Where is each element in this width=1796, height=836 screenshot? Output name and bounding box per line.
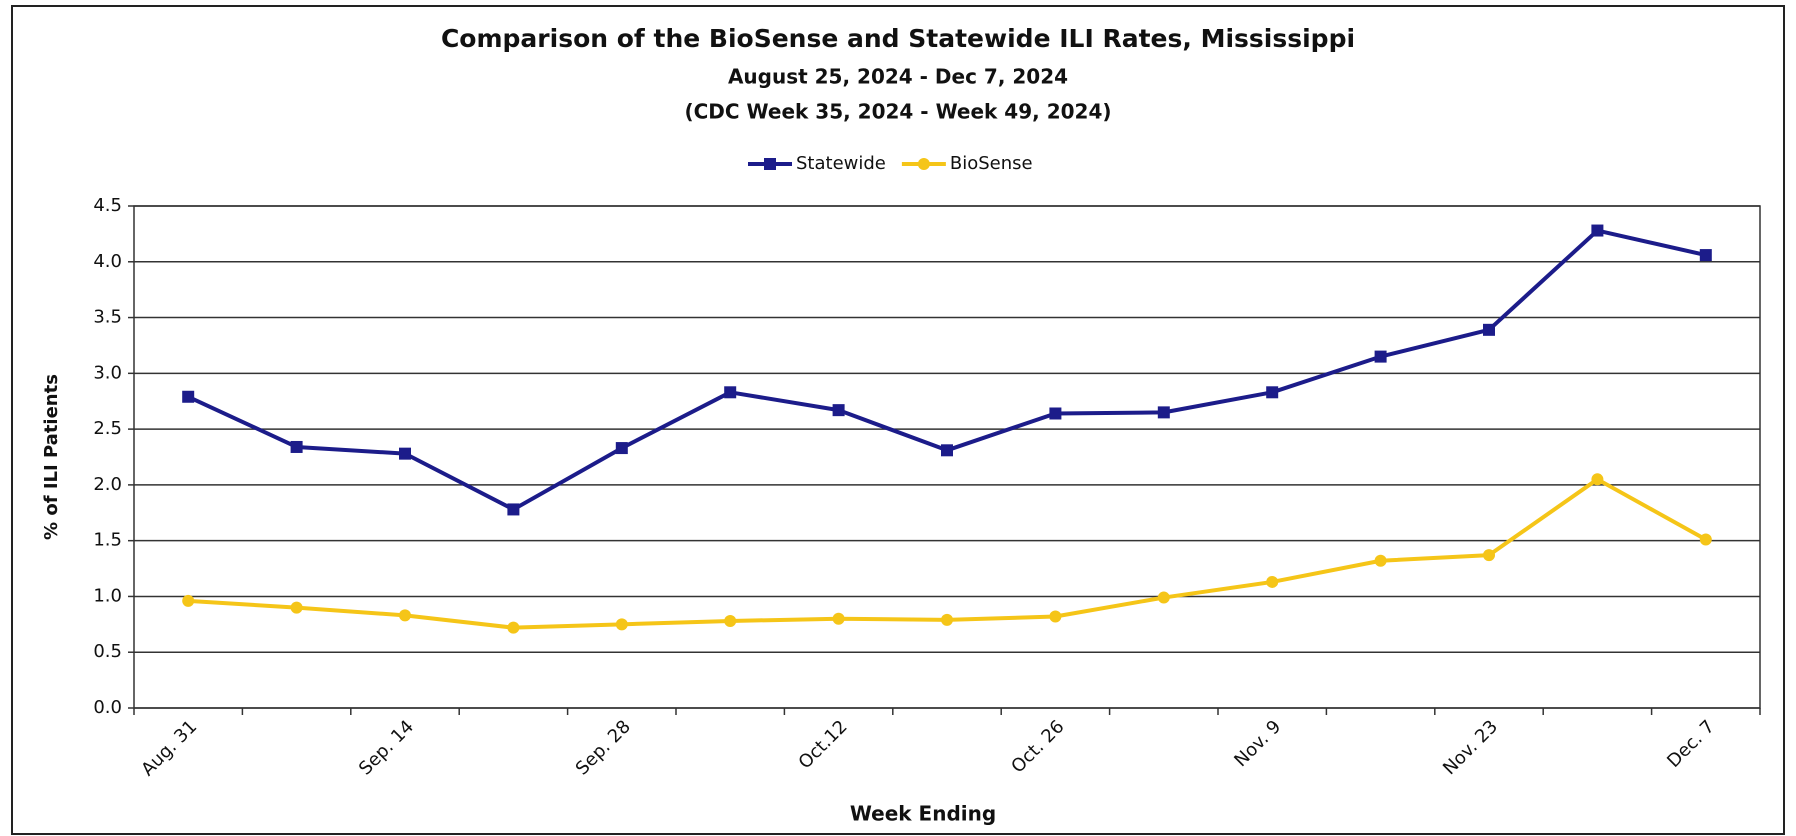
data-point xyxy=(507,503,520,516)
data-point xyxy=(615,618,628,631)
y-axis-label: % of ILI Patients xyxy=(41,374,62,540)
x-axis-label: Week Ending xyxy=(850,802,996,826)
y-tick-label: 1.0 xyxy=(93,585,122,606)
data-point xyxy=(724,614,737,627)
legend-marker xyxy=(764,158,776,170)
plot-border xyxy=(133,205,1761,709)
data-point xyxy=(290,440,303,453)
y-tick-label: 2.0 xyxy=(93,474,122,495)
y-tick-label: 2.5 xyxy=(93,418,122,439)
data-point xyxy=(1374,350,1387,363)
data-point xyxy=(941,613,953,626)
data-point xyxy=(832,404,845,417)
data-point xyxy=(182,390,195,403)
legend-marker xyxy=(917,158,930,170)
y-tick-label: 3.5 xyxy=(93,307,122,328)
y-tick-label: 4.0 xyxy=(93,251,122,272)
data-point xyxy=(399,609,411,622)
chart-subtitle: August 25, 2024 - Dec 7, 2024 xyxy=(728,65,1068,89)
data-point xyxy=(1483,323,1495,336)
data-point xyxy=(1266,575,1279,588)
chart-subtitle: (CDC Week 35, 2024 - Week 49, 2024) xyxy=(684,100,1111,124)
data-point xyxy=(941,444,953,457)
legend-label: BioSense xyxy=(950,153,1033,174)
data-point xyxy=(1049,407,1062,420)
data-point xyxy=(1374,554,1387,567)
data-point xyxy=(615,442,628,455)
y-tick-label: 0.0 xyxy=(93,697,122,718)
data-point xyxy=(832,612,845,625)
data-point xyxy=(399,447,411,460)
data-point xyxy=(1157,591,1170,604)
legend-label: Statewide xyxy=(796,153,886,174)
chart-title: Comparison of the BioSense and Statewide… xyxy=(441,24,1355,53)
data-point xyxy=(1483,549,1495,562)
data-point xyxy=(290,601,303,614)
data-point xyxy=(1591,473,1604,486)
y-tick-label: 1.5 xyxy=(93,530,122,551)
data-point xyxy=(724,386,737,399)
y-tick-label: 0.5 xyxy=(93,641,122,662)
data-point xyxy=(507,621,520,634)
y-tick-label: 4.5 xyxy=(93,195,122,216)
data-point xyxy=(1157,406,1170,419)
data-point xyxy=(1591,224,1604,237)
y-tick-label: 3.0 xyxy=(93,362,122,383)
data-point xyxy=(1699,533,1712,546)
data-point xyxy=(1699,249,1712,262)
data-point xyxy=(1049,610,1062,623)
data-point xyxy=(182,594,195,607)
frame xyxy=(11,5,1785,835)
data-point xyxy=(1266,386,1279,399)
